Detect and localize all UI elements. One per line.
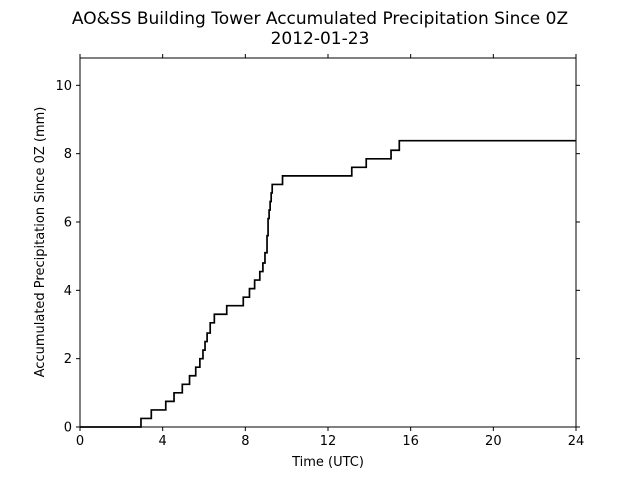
x-tick-label-20: 20 [485,434,502,449]
y-axis-label: Accumulated Precipitation Since 0Z (mm) [33,107,48,378]
y-tick-label-0: 0 [64,421,72,436]
x-tick-label-4: 4 [159,434,167,449]
x-tick-label-24: 24 [568,434,585,449]
plot-frame [79,57,577,428]
chart-title: AO&SS Building Tower Accumulated Precipi… [72,9,568,29]
x-tick-label-16: 16 [402,434,419,449]
x-tick-label-8: 8 [241,434,249,449]
y-tick-label-2: 2 [64,352,72,367]
x-tick-label-0: 0 [76,434,84,449]
x-axis-label: Time (UTC) [291,455,364,470]
series-line-0 [80,139,576,428]
y-tick-label-4: 4 [64,284,72,299]
y-tick-label-10: 10 [55,79,72,94]
y-tick-label-8: 8 [64,147,72,162]
x-tick-label-12: 12 [320,434,337,449]
chart-subtitle: 2012-01-23 [271,29,370,49]
y-tick-label-6: 6 [64,216,72,231]
